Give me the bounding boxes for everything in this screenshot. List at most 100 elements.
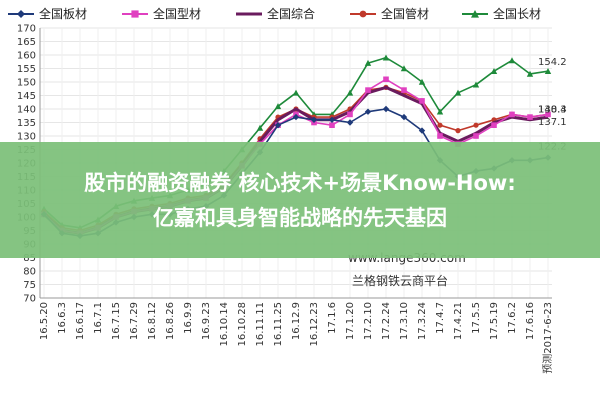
- data-point-diamond: [364, 108, 372, 115]
- legend-item: 全国长材: [462, 6, 541, 21]
- data-point-triangle: [454, 89, 462, 96]
- data-point-square: [473, 133, 479, 139]
- x-tick-label: 17.5.19: [489, 302, 500, 340]
- legend-label: 全国长材: [493, 6, 541, 21]
- x-tick-label: 16.9.23: [201, 302, 212, 340]
- data-point-triangle: [400, 65, 408, 72]
- x-tick-label: 16.9.9: [183, 302, 194, 334]
- x-tick-label: 16.7.15: [111, 302, 122, 340]
- x-tick-label: 17.2.24: [381, 302, 392, 340]
- data-point-triangle: [471, 10, 479, 18]
- data-point-triangle: [256, 124, 264, 131]
- data-point-diamond: [17, 10, 25, 18]
- x-tick-label: 16.11.11: [255, 302, 266, 347]
- x-tick-label: 17.3.24: [417, 302, 428, 340]
- x-tick-label: 16.11.25: [273, 302, 284, 347]
- data-point-triangle: [382, 54, 390, 61]
- x-tick-label: 17.3.10: [399, 302, 410, 340]
- legend-label: 全国板材: [39, 6, 87, 21]
- data-point-square: [509, 111, 515, 118]
- x-tick-label: 17.4.7: [435, 302, 446, 334]
- data-point-diamond: [400, 113, 408, 121]
- end-value-label: 140.4: [538, 104, 567, 115]
- y-tick-label: 165: [17, 37, 36, 48]
- legend-item: 全国型材: [122, 6, 201, 21]
- x-tick-label: 16.6.3: [57, 302, 68, 334]
- legend-item: 全国综合: [236, 6, 315, 21]
- x-tick-label: 17.1.6: [327, 302, 338, 334]
- y-tick-label: 135: [17, 118, 36, 129]
- data-point-diamond: [382, 105, 390, 113]
- x-tick-label: 17.6.16: [525, 302, 536, 340]
- data-point-triangle: [292, 89, 300, 96]
- y-tick-label: 130: [17, 132, 36, 143]
- x-tick-label: 16.5.20: [39, 302, 50, 340]
- x-tick-label: 16.10.14: [219, 302, 230, 347]
- data-point-diamond: [274, 122, 282, 129]
- x-tick-label: 16.7.1: [93, 302, 104, 334]
- y-tick-label: 75: [23, 280, 36, 291]
- data-point-triangle: [418, 78, 426, 85]
- data-point-triangle: [274, 103, 282, 110]
- legend: 全国板材 全国型材 全国综合 全国管材 全国长材: [8, 6, 541, 21]
- x-tick-label: 17.2.10: [363, 302, 374, 340]
- x-tick-label: 16.8.12: [147, 302, 158, 340]
- data-point-circle: [473, 122, 479, 128]
- data-point-square: [131, 10, 139, 18]
- x-tick-label: 预测2017-6-23: [541, 302, 554, 374]
- x-tick-label: 16.7.29: [129, 302, 140, 340]
- legend-label: 全国综合: [267, 6, 315, 21]
- data-point-square: [365, 87, 371, 93]
- y-tick-label: 145: [17, 91, 36, 102]
- x-tick-label: 17.4.21: [453, 302, 464, 340]
- y-tick-label: 80: [23, 267, 36, 278]
- x-tick-label: 16.10.28: [237, 302, 248, 347]
- x-tick-label: 16.12.23: [309, 302, 320, 347]
- data-point-triangle: [526, 70, 534, 77]
- data-point-circle: [359, 10, 367, 18]
- data-point-triangle: [472, 81, 480, 88]
- watermark-platform: 兰格钢铁云商平台: [352, 273, 448, 288]
- data-point-square: [383, 76, 389, 83]
- data-point-triangle: [544, 68, 552, 74]
- end-value-label: 138.3: [538, 104, 567, 115]
- data-point-square: [419, 98, 425, 104]
- end-value-label: 137.1: [538, 117, 567, 128]
- y-tick-label: 150: [17, 78, 36, 89]
- data-point-square: [401, 87, 407, 93]
- banner-background: [0, 142, 600, 258]
- data-point-triangle: [364, 59, 372, 66]
- legend-item: 全国管材: [350, 6, 429, 21]
- data-point-square: [545, 111, 551, 118]
- x-tick-label: 17.1.20: [345, 302, 356, 340]
- data-point-circle: [455, 128, 461, 134]
- legend-label: 全国型材: [153, 6, 201, 21]
- y-tick-label: 155: [17, 64, 36, 75]
- end-value-label: 154.2: [538, 57, 567, 68]
- data-point-square: [527, 114, 533, 120]
- y-tick-label: 160: [17, 51, 36, 62]
- data-point-diamond: [310, 116, 318, 123]
- data-point-square: [491, 122, 497, 128]
- data-point-diamond: [418, 127, 426, 134]
- x-tick-label: 17.6.2: [507, 302, 518, 334]
- x-tick-label: 16.8.26: [165, 302, 176, 340]
- y-tick-label: 85: [23, 253, 36, 264]
- overlay-banner: 股市的融资融券 核心技术+场景Know-How: 亿嘉和具身智能战略的先天基因: [0, 142, 600, 258]
- data-point-triangle: [346, 89, 354, 96]
- data-point-square: [437, 133, 443, 139]
- data-point-diamond: [328, 116, 336, 123]
- data-point-triangle: [508, 57, 516, 64]
- x-tick-label: 16.12.9: [291, 302, 302, 340]
- data-point-diamond: [346, 119, 354, 126]
- data-point-diamond: [292, 113, 300, 121]
- x-tick-label: 17.5.5: [471, 302, 482, 334]
- data-point-triangle: [436, 108, 444, 115]
- y-tick-label: 140: [17, 105, 36, 116]
- banner-line-2: 亿嘉和具身智能战略的先天基因: [153, 206, 447, 230]
- legend-item: 全国板材: [8, 6, 87, 21]
- y-tick-label: 70: [23, 294, 36, 305]
- legend-label: 全国管材: [381, 6, 429, 21]
